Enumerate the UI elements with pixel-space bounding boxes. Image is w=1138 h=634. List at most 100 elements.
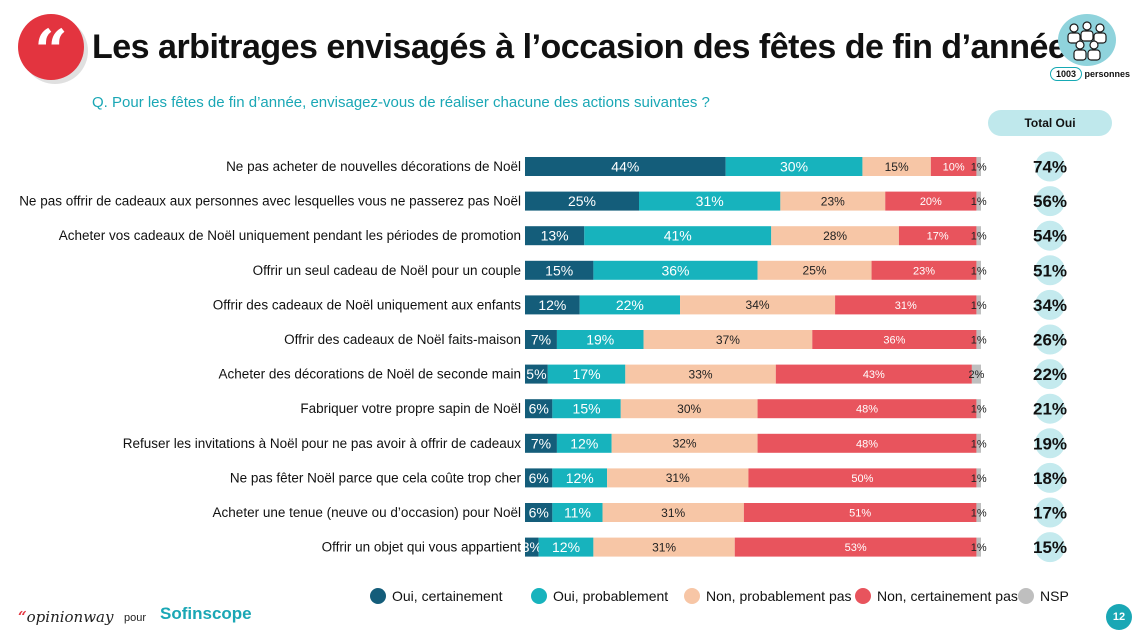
sample-size: 1003 personnes <box>1050 67 1130 81</box>
bar-value-label: 30% <box>780 159 808 175</box>
bar-value-label: 12% <box>570 435 598 451</box>
bar-value-label: 22% <box>616 297 644 313</box>
total-oui-bubble <box>1035 255 1065 286</box>
bar-value-label: 28% <box>823 229 847 243</box>
legend-label: Oui, certainement <box>392 588 503 604</box>
bar-value-label: 33% <box>689 367 713 381</box>
bar-value-label: 3% <box>522 539 542 555</box>
survey-question: Q. Pour les fêtes de fin d’année, envisa… <box>92 94 710 111</box>
total-oui-bubble <box>1035 289 1065 320</box>
total-oui-value: 56% <box>1033 192 1067 211</box>
bar-segment-non-probablement-pas <box>771 226 899 246</box>
bar-value-label: 6% <box>529 470 549 486</box>
bar-value-label: 1% <box>971 300 987 312</box>
legend-label: Non, probablement pas <box>706 588 852 604</box>
bar-value-label: 12% <box>538 297 566 313</box>
bar-segment-non-probablement-pas <box>780 191 886 211</box>
pour-label: pour <box>124 612 147 624</box>
bar-value-label: 25% <box>803 264 827 278</box>
bar-value-label: 12% <box>552 539 580 555</box>
bar-segment-oui-probablement <box>725 157 863 176</box>
bar-value-label: 19% <box>586 332 614 348</box>
bar-segment-non-probablement-pas <box>620 399 758 419</box>
legend-swatch <box>370 588 386 604</box>
bar-segment-oui-certainement <box>525 468 553 488</box>
bar-value-label: 31% <box>666 471 690 485</box>
bar-value-label: 2% <box>968 369 984 381</box>
bar-segment-non-probablement-pas <box>602 503 744 522</box>
legend-swatch <box>1018 588 1034 604</box>
bar-value-label: 23% <box>913 265 935 277</box>
bar-segment-non-certainement-pas <box>885 191 977 211</box>
category-label: Offrir un seul cadeau de Noël pour un co… <box>253 263 521 278</box>
total-oui-value: 22% <box>1033 365 1067 384</box>
sofinscope-logo: Sofinscope <box>160 604 252 623</box>
bar-value-label: 15% <box>885 160 909 174</box>
bar-segment-oui-certainement <box>525 191 639 211</box>
total-oui-bubble <box>1035 462 1065 493</box>
total-oui-bubble <box>1035 359 1065 390</box>
bar-value-label: 48% <box>856 438 878 450</box>
bar-segment-nsp <box>976 226 981 246</box>
total-oui-value: 15% <box>1033 538 1067 557</box>
bar-segment-nsp <box>976 260 981 280</box>
legend-item-non-probablement-pas: Non, probablement pas <box>684 588 852 604</box>
bar-segment-non-probablement-pas <box>607 468 749 488</box>
total-oui-value: 17% <box>1033 504 1067 523</box>
bar-value-label: 53% <box>845 542 867 554</box>
bar-value-label: 1% <box>971 231 987 243</box>
bar-segment-oui-probablement <box>556 330 644 349</box>
bar-segment-non-probablement-pas <box>680 295 836 315</box>
bar-value-label: 7% <box>531 435 551 451</box>
bar-segment-non-probablement-pas <box>611 433 758 453</box>
legend-item-non-certainement-pas: Non, certainement pas <box>855 588 1018 604</box>
bar-value-label: 50% <box>851 473 873 485</box>
category-label: Acheter vos cadeaux de Noël uniquement p… <box>59 228 521 243</box>
total-oui-value: 74% <box>1033 158 1067 177</box>
stacked-bar-chart: Ne pas acheter de nouvelles décorations … <box>19 151 1067 563</box>
bar-segment-non-certainement-pas <box>743 503 977 522</box>
bar-value-label: 10% <box>943 161 965 173</box>
bar-value-label: 1% <box>971 196 987 208</box>
bar-value-label: 34% <box>746 298 770 312</box>
bar-value-label: 12% <box>566 470 594 486</box>
bar-segment-nsp <box>976 295 981 315</box>
bar-value-label: 30% <box>677 402 701 416</box>
bar-value-label: 20% <box>920 196 942 208</box>
bar-value-label: 1% <box>971 161 987 173</box>
total-oui-bubble <box>1035 151 1065 182</box>
bar-segment-oui-probablement <box>584 226 772 246</box>
bar-segment-oui-probablement <box>547 364 626 384</box>
bar-segment-non-probablement-pas <box>643 330 813 349</box>
bar-value-label: 1% <box>971 265 987 277</box>
total-oui-value: 54% <box>1033 227 1067 246</box>
bar-segment-oui-certainement <box>525 433 557 453</box>
bar-segment-oui-certainement <box>525 226 585 246</box>
bar-value-label: 6% <box>529 505 549 521</box>
bar-value-label: 37% <box>716 333 740 347</box>
bar-segment-oui-certainement <box>525 399 553 419</box>
bar-segment-non-certainement-pas <box>734 537 977 557</box>
total-oui-bubble <box>1035 393 1065 424</box>
total-oui-value: 19% <box>1033 434 1067 453</box>
bar-value-label: 41% <box>664 228 692 244</box>
sample-size-number: 1003 <box>1050 67 1083 81</box>
total-oui-bubble <box>1035 532 1065 563</box>
bar-segment-non-certainement-pas <box>757 433 977 453</box>
bar-value-label: 1% <box>971 507 987 519</box>
page-number: 12 <box>1106 604 1132 630</box>
category-label: Ne pas acheter de nouvelles décorations … <box>226 159 521 174</box>
bar-value-label: 1% <box>971 542 987 554</box>
total-oui-bubble <box>1035 220 1065 251</box>
bar-segment-oui-probablement <box>538 537 594 557</box>
bar-segment-nsp <box>976 468 981 488</box>
category-label: Offrir un objet qui vous appartient <box>322 540 522 555</box>
total-oui-header: Total Oui <box>988 110 1112 136</box>
quote-badge: “ <box>18 14 84 84</box>
bar-segment-non-certainement-pas <box>812 330 977 349</box>
bar-segment-non-probablement-pas <box>593 537 735 557</box>
bar-value-label: 25% <box>568 193 596 209</box>
legend-swatch <box>531 588 547 604</box>
legend-item-nsp: NSP <box>1018 588 1069 604</box>
sample-size-label: personnes <box>1084 69 1131 79</box>
